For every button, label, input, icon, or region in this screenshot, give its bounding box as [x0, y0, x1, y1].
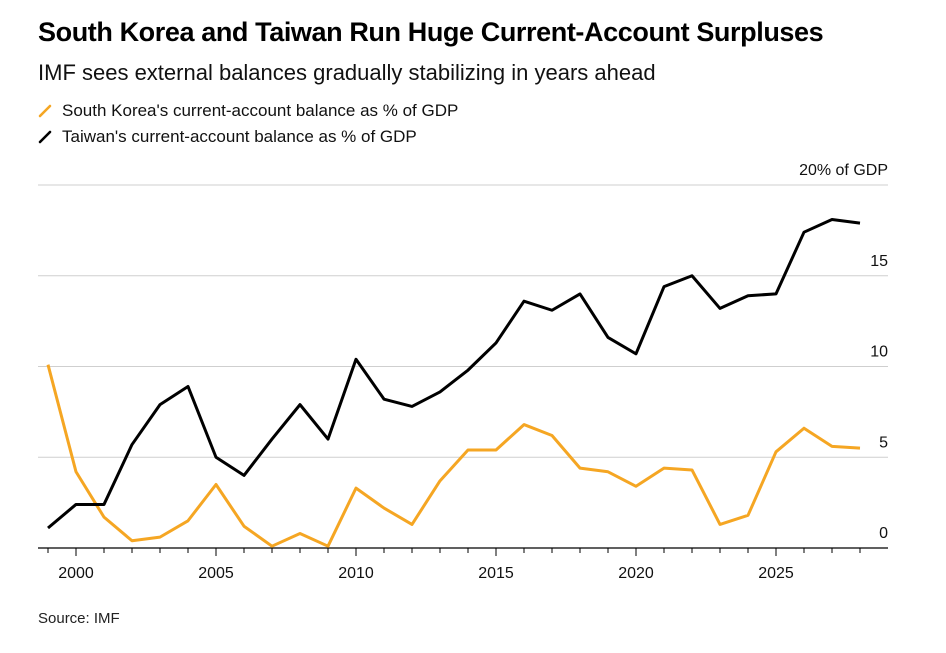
y-axis-ticks: 0 5 10 15 20% of GDP: [799, 162, 888, 542]
x-tick-label-2020: 2020: [618, 565, 654, 582]
legend-item-south-korea: South Korea's current-account balance as…: [38, 98, 458, 124]
x-tick-label-2025: 2025: [758, 565, 794, 582]
source-note: Source: IMF: [38, 610, 120, 627]
legend: South Korea's current-account balance as…: [38, 98, 458, 150]
series-lines: [46, 217, 861, 548]
chart-subtitle: IMF sees external balances gradually sta…: [38, 60, 656, 85]
x-tick-label-2005: 2005: [198, 565, 234, 582]
x-axis: 2000 2005 2010 2015 2020 2025: [38, 547, 888, 582]
series-line-south-korea: [46, 364, 861, 548]
y-tick-label-5: 5: [879, 434, 888, 451]
series-line-taiwan: [47, 217, 861, 530]
legend-swatch-taiwan: [38, 130, 52, 144]
y-tick-label-20: 20% of GDP: [799, 162, 888, 179]
x-tick-label-2000: 2000: [58, 565, 94, 582]
y-tick-label-0: 0: [879, 525, 888, 542]
legend-swatch-south-korea: [38, 104, 52, 118]
legend-item-taiwan: Taiwan's current-account balance as % of…: [38, 124, 458, 150]
y-tick-label-15: 15: [870, 253, 888, 270]
legend-label-taiwan: Taiwan's current-account balance as % of…: [62, 127, 417, 146]
gridlines: [38, 184, 888, 458]
y-tick-label-10: 10: [870, 344, 888, 361]
x-tick-label-2015: 2015: [478, 565, 514, 582]
legend-label-south-korea: South Korea's current-account balance as…: [62, 101, 459, 120]
x-tick-label-2010: 2010: [338, 565, 374, 582]
chart-title: South Korea and Taiwan Run Huge Current-…: [38, 17, 824, 47]
